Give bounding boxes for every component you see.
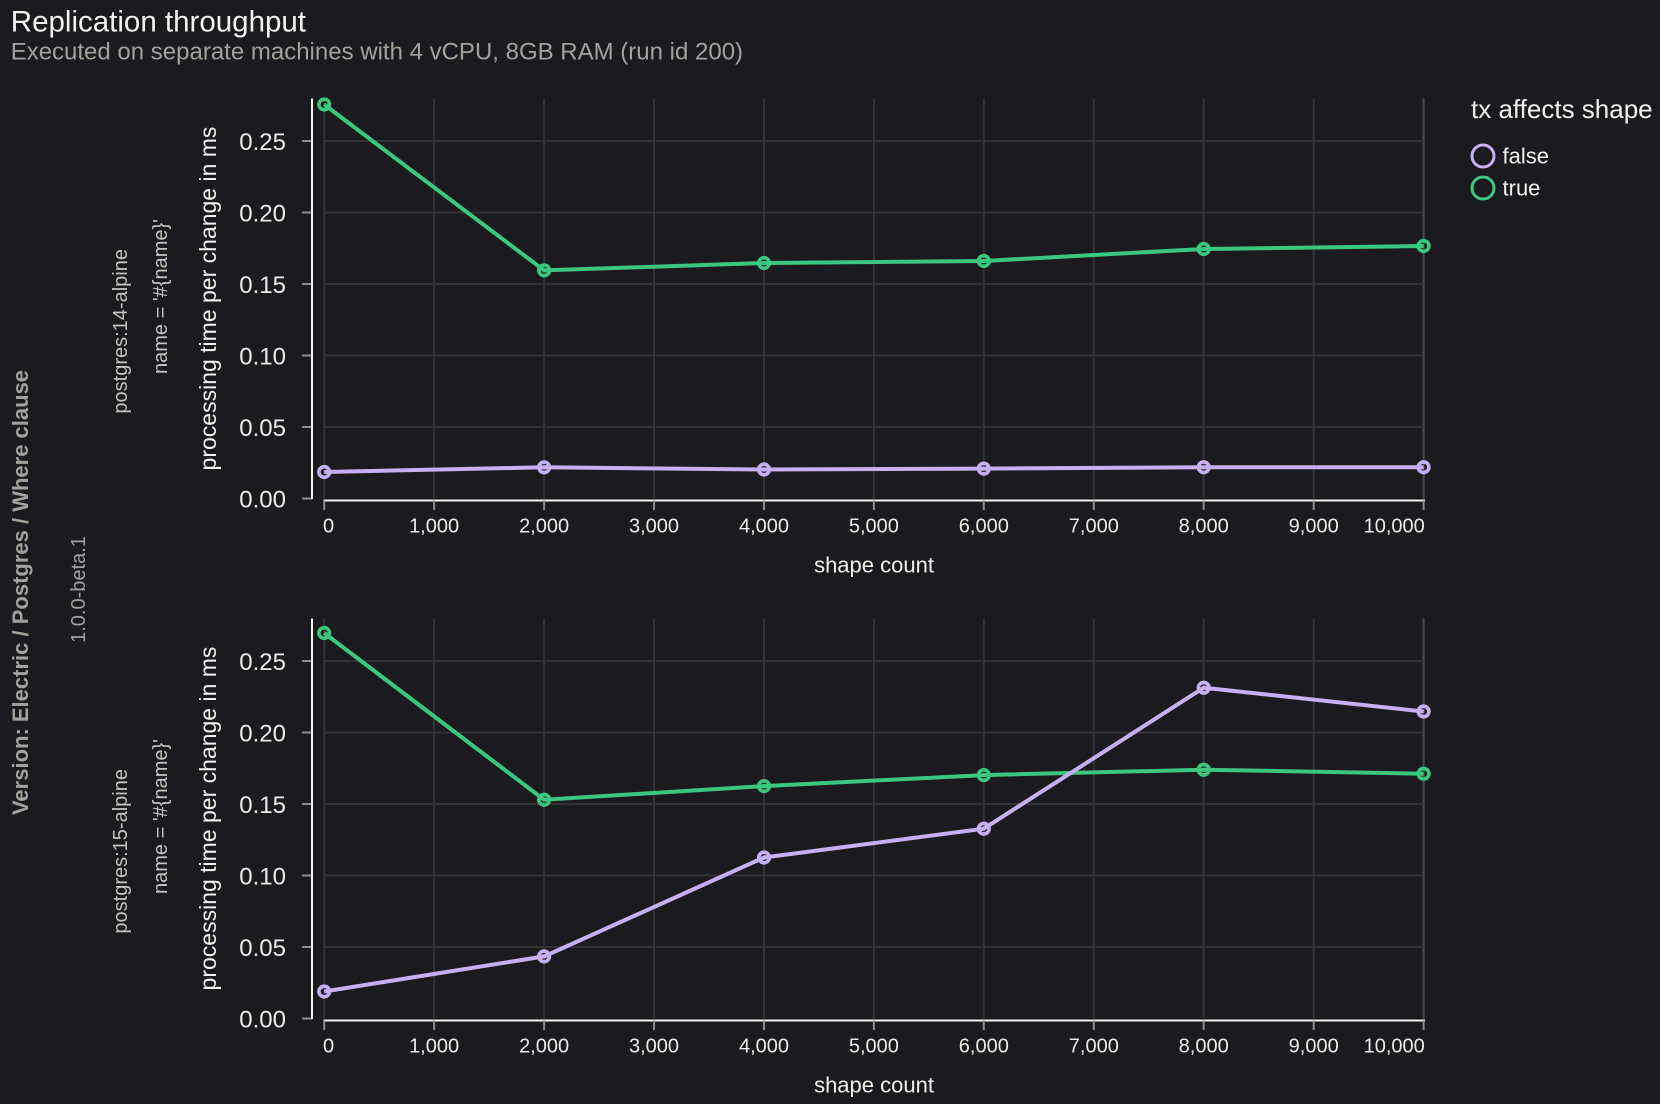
svg-text:10,000: 10,000 (1364, 1035, 1425, 1057)
svg-text:0.15: 0.15 (239, 792, 286, 819)
svg-text:processing time per change in: processing time per change in ms (195, 127, 221, 471)
svg-text:2,000: 2,000 (519, 1035, 569, 1057)
svg-text:Executed on separate machines: Executed on separate machines with 4 vCP… (11, 39, 743, 66)
svg-text:3,000: 3,000 (629, 515, 679, 537)
svg-text:3,000: 3,000 (629, 1035, 679, 1057)
svg-text:0: 0 (323, 515, 334, 537)
svg-text:0.00: 0.00 (239, 487, 286, 514)
svg-text:6,000: 6,000 (959, 1035, 1009, 1057)
svg-text:1,000: 1,000 (409, 1035, 459, 1057)
svg-text:7,000: 7,000 (1069, 515, 1119, 537)
svg-text:0.05: 0.05 (239, 415, 286, 442)
svg-text:0: 0 (323, 1035, 334, 1057)
svg-text:2,000: 2,000 (519, 515, 569, 537)
svg-text:0.05: 0.05 (239, 935, 286, 962)
svg-text:shape count: shape count (814, 553, 934, 578)
svg-text:name = '#{name}': name = '#{name}' (150, 739, 172, 894)
svg-text:4,000: 4,000 (739, 515, 789, 537)
svg-text:postgres:15-alpine: postgres:15-alpine (110, 769, 132, 934)
svg-text:6,000: 6,000 (959, 515, 1009, 537)
svg-text:0.25: 0.25 (239, 649, 286, 676)
svg-text:0.20: 0.20 (239, 721, 286, 748)
svg-text:0.10: 0.10 (239, 344, 286, 371)
svg-text:0.25: 0.25 (239, 129, 286, 156)
svg-text:8,000: 8,000 (1179, 1035, 1229, 1057)
svg-text:0.00: 0.00 (239, 1007, 286, 1034)
svg-text:tx affects shape: tx affects shape (1471, 94, 1653, 124)
svg-text:8,000: 8,000 (1179, 515, 1229, 537)
svg-text:9,000: 9,000 (1289, 515, 1339, 537)
svg-text:0.15: 0.15 (239, 272, 286, 299)
svg-text:10,000: 10,000 (1364, 515, 1425, 537)
svg-text:0.10: 0.10 (239, 864, 286, 891)
svg-text:1.0.0-beta.1: 1.0.0-beta.1 (68, 536, 90, 643)
svg-text:0.20: 0.20 (239, 201, 286, 228)
svg-text:5,000: 5,000 (849, 1035, 899, 1057)
svg-text:true: true (1503, 175, 1541, 200)
svg-text:9,000: 9,000 (1289, 1035, 1339, 1057)
svg-text:Version: Electric / Postgres /: Version: Electric / Postgres / Where cla… (8, 370, 33, 815)
svg-text:false: false (1503, 143, 1549, 168)
svg-text:postgres:14-alpine: postgres:14-alpine (110, 249, 132, 414)
svg-text:processing time per change in: processing time per change in ms (195, 647, 221, 991)
svg-text:name = '#{name}': name = '#{name}' (150, 219, 172, 374)
svg-text:4,000: 4,000 (739, 1035, 789, 1057)
svg-text:Replication throughput: Replication throughput (11, 6, 306, 39)
svg-text:7,000: 7,000 (1069, 1035, 1119, 1057)
svg-text:5,000: 5,000 (849, 515, 899, 537)
svg-text:shape count: shape count (814, 1073, 934, 1098)
svg-text:1,000: 1,000 (409, 515, 459, 537)
